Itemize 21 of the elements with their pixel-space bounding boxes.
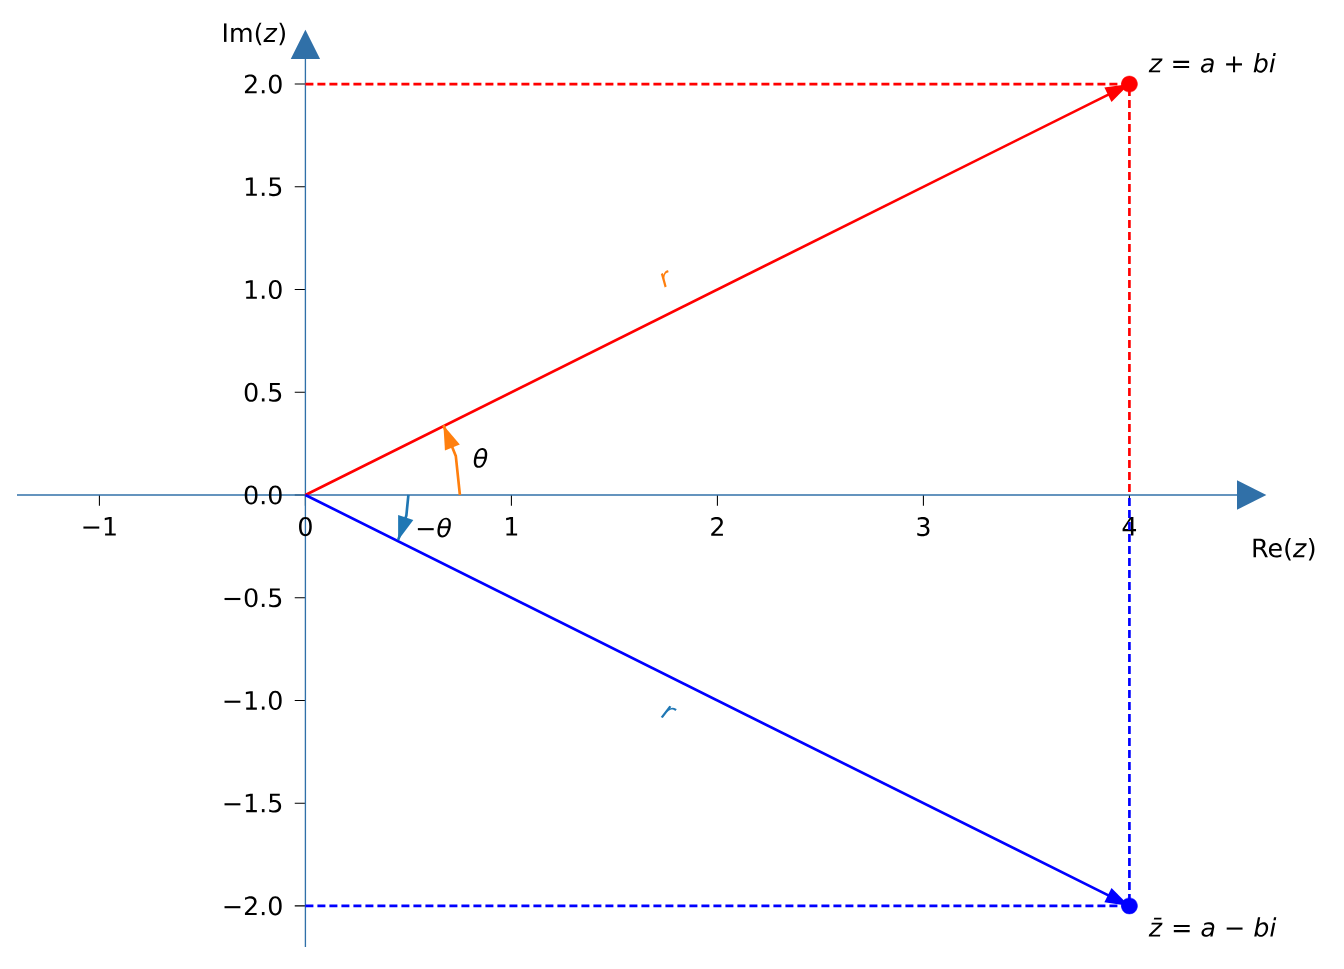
y-tick-label: 1.0 xyxy=(245,279,282,300)
x-tick-label: 3 xyxy=(917,517,930,537)
x-tick-label: 2 xyxy=(711,517,723,536)
annotation: z̄ = a − bi xyxy=(1148,917,1277,937)
y-axis-title: Im(z) xyxy=(223,22,285,46)
y-tick-label: −1.0 xyxy=(224,690,282,711)
y-tick-label: 0.5 xyxy=(244,382,282,402)
annotation: θ xyxy=(473,448,488,468)
annotation: r xyxy=(660,705,677,718)
y-tick-label: 2.0 xyxy=(244,74,282,94)
annotation: −θ xyxy=(417,517,451,538)
x-tick-label: 4 xyxy=(1122,517,1137,536)
y-tick-label: 1.5 xyxy=(245,177,282,197)
y-tick-label: −2.0 xyxy=(224,896,282,916)
y-tick-label: −0.5 xyxy=(224,588,282,608)
annotation: z = a + bi xyxy=(1148,53,1276,73)
annotation: r xyxy=(660,270,669,288)
y-tick-label: −1.5 xyxy=(224,793,282,813)
x-tick-label: −1 xyxy=(83,517,116,536)
x-axis-title: Re(z) xyxy=(1253,537,1315,561)
x-tick-label: 1 xyxy=(506,517,518,536)
